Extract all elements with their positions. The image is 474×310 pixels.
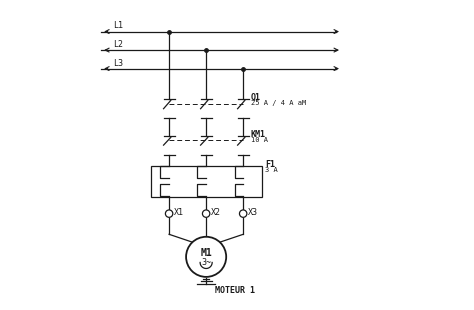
- Circle shape: [202, 210, 210, 217]
- Text: MOTEUR 1: MOTEUR 1: [215, 286, 255, 294]
- Text: L2: L2: [114, 40, 124, 49]
- Text: 10 A: 10 A: [251, 137, 268, 143]
- Text: L3: L3: [114, 59, 124, 68]
- Text: F1: F1: [265, 160, 275, 169]
- Circle shape: [239, 210, 247, 217]
- Bar: [151, 166, 262, 197]
- Text: Q1: Q1: [251, 93, 261, 102]
- Circle shape: [186, 237, 226, 277]
- Text: 3~: 3~: [201, 258, 211, 267]
- Circle shape: [165, 210, 173, 217]
- Text: L1: L1: [114, 21, 124, 30]
- Text: X2: X2: [211, 209, 221, 218]
- Text: X3: X3: [248, 209, 258, 218]
- Text: 25 A / 4 A aM: 25 A / 4 A aM: [251, 100, 306, 106]
- Text: X1: X1: [174, 209, 184, 218]
- Text: 3 A: 3 A: [265, 167, 277, 173]
- Text: M1: M1: [200, 248, 212, 258]
- Text: KM1: KM1: [251, 130, 266, 139]
